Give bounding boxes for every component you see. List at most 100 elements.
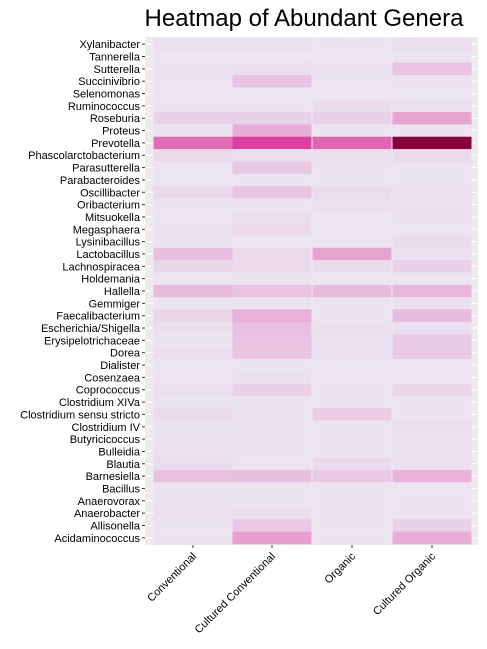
heatmap-cell — [392, 272, 472, 286]
heatmap-cell — [312, 469, 392, 483]
heatmap-cell — [153, 519, 233, 532]
heatmap-cell — [312, 457, 392, 471]
heatmap-cell — [153, 173, 233, 187]
y-tick-label: Faecalibacterium — [56, 311, 140, 323]
heatmap-cell — [312, 395, 392, 409]
heatmap-cell — [232, 99, 312, 113]
heatmap-cell — [232, 297, 312, 310]
heatmap-cell — [153, 38, 233, 51]
heatmap-cell — [153, 346, 233, 360]
y-axis-ticks: XylanibacterTannerellaSutterellaSucciniv… — [20, 39, 145, 545]
heatmap-cell — [232, 284, 312, 298]
heatmap-cell — [392, 62, 472, 76]
heatmap-cell — [232, 383, 312, 397]
heatmap-cell — [153, 482, 233, 495]
heatmap-cell — [232, 321, 312, 335]
y-tick-label: Butyricicoccus — [70, 434, 141, 446]
heatmap-cell — [312, 494, 392, 508]
heatmap-cell — [392, 494, 472, 508]
heatmap-cell — [312, 186, 392, 199]
heatmap-cell — [392, 75, 472, 88]
y-tick-label: Oscillibacter — [80, 187, 140, 199]
y-tick-label: Ruminococcus — [68, 101, 141, 113]
heatmap-cell — [392, 247, 472, 261]
y-tick-label: Sutterella — [94, 64, 141, 76]
y-tick-label: Bulleidia — [98, 446, 140, 458]
heatmap-cell — [312, 210, 392, 224]
heatmap-cell — [312, 50, 392, 63]
y-tick-label: Clostridium IV — [72, 422, 141, 434]
heatmap-cell — [312, 309, 392, 323]
heatmap-cell — [153, 321, 233, 335]
heatmap-cell — [312, 346, 392, 360]
heatmap-cell — [392, 309, 472, 323]
heatmap-cell — [392, 321, 472, 335]
heatmap-cell — [232, 272, 312, 286]
heatmap-cell — [312, 432, 392, 446]
heatmap-cell — [232, 395, 312, 409]
y-tick-label: Gemmiger — [89, 298, 141, 310]
heatmap-cell — [392, 235, 472, 249]
heatmap-cell — [392, 395, 472, 409]
y-tick-label: Phascolarctobacterium — [28, 150, 140, 162]
y-tick-label: Dorea — [110, 348, 141, 360]
heatmap-cell — [153, 383, 233, 397]
heatmap-cell — [153, 309, 233, 323]
heatmap-cell — [153, 272, 233, 286]
heatmap-cell — [392, 149, 472, 162]
heatmap-cell — [232, 445, 312, 458]
heatmap-cell — [232, 482, 312, 495]
heatmap-cell — [312, 272, 392, 286]
heatmap-cell — [312, 112, 392, 125]
heatmap-cell — [312, 371, 392, 384]
heatmap-cell — [392, 531, 472, 545]
heatmap-cell — [153, 50, 233, 63]
heatmap-cell — [232, 469, 312, 483]
heatmap-cell — [312, 223, 392, 236]
heatmap-cell — [153, 112, 233, 125]
heatmap-cell — [392, 161, 472, 175]
y-tick-label: Clostridium sensu stricto — [20, 409, 140, 421]
heatmap-cell — [232, 408, 312, 421]
heatmap-cell — [153, 247, 233, 261]
heatmap-cell — [153, 408, 233, 421]
heatmap-cell — [153, 457, 233, 471]
heatmap-cell — [312, 445, 392, 458]
heatmap-cell — [153, 210, 233, 224]
heatmap-cell — [392, 482, 472, 495]
heatmap-cell — [153, 87, 233, 101]
heatmap-cell — [232, 223, 312, 236]
heatmap-cell — [312, 62, 392, 76]
heatmap-cell — [153, 161, 233, 175]
heatmap-cell — [232, 124, 312, 138]
heatmap-cell — [232, 334, 312, 347]
y-tick-label: Bacillus — [102, 483, 140, 495]
heatmap-cell — [392, 445, 472, 458]
y-tick-label: Barnesiella — [86, 471, 141, 483]
heatmap-cell — [392, 358, 472, 372]
heatmap-cell — [312, 383, 392, 397]
heatmap-cell — [232, 531, 312, 545]
y-tick-label: Lachnospiracea — [62, 261, 141, 273]
heatmap-cell — [312, 260, 392, 273]
heatmap-cell — [153, 469, 233, 483]
y-tick-label: Parabacteroides — [60, 175, 141, 187]
heatmap-cell — [392, 334, 472, 347]
heatmap-cell — [232, 38, 312, 51]
heatmap-cell — [153, 75, 233, 88]
heatmap-cell — [232, 198, 312, 212]
heatmap-cell — [153, 198, 233, 212]
heatmap-cell — [312, 506, 392, 520]
heatmap-cell — [312, 420, 392, 434]
heatmap-cell — [232, 519, 312, 532]
heatmap-cell — [392, 112, 472, 125]
heatmap-cell — [153, 531, 233, 545]
heatmap-cell — [392, 210, 472, 224]
y-tick-label: Roseburia — [90, 113, 141, 125]
y-tick-label: Clostridium XIVa — [59, 397, 141, 409]
heatmap-cell — [312, 99, 392, 113]
heatmap-cell — [312, 124, 392, 138]
y-tick-label: Selenomonas — [73, 89, 141, 101]
heatmap-cell — [312, 334, 392, 347]
heatmap-cell — [232, 62, 312, 76]
